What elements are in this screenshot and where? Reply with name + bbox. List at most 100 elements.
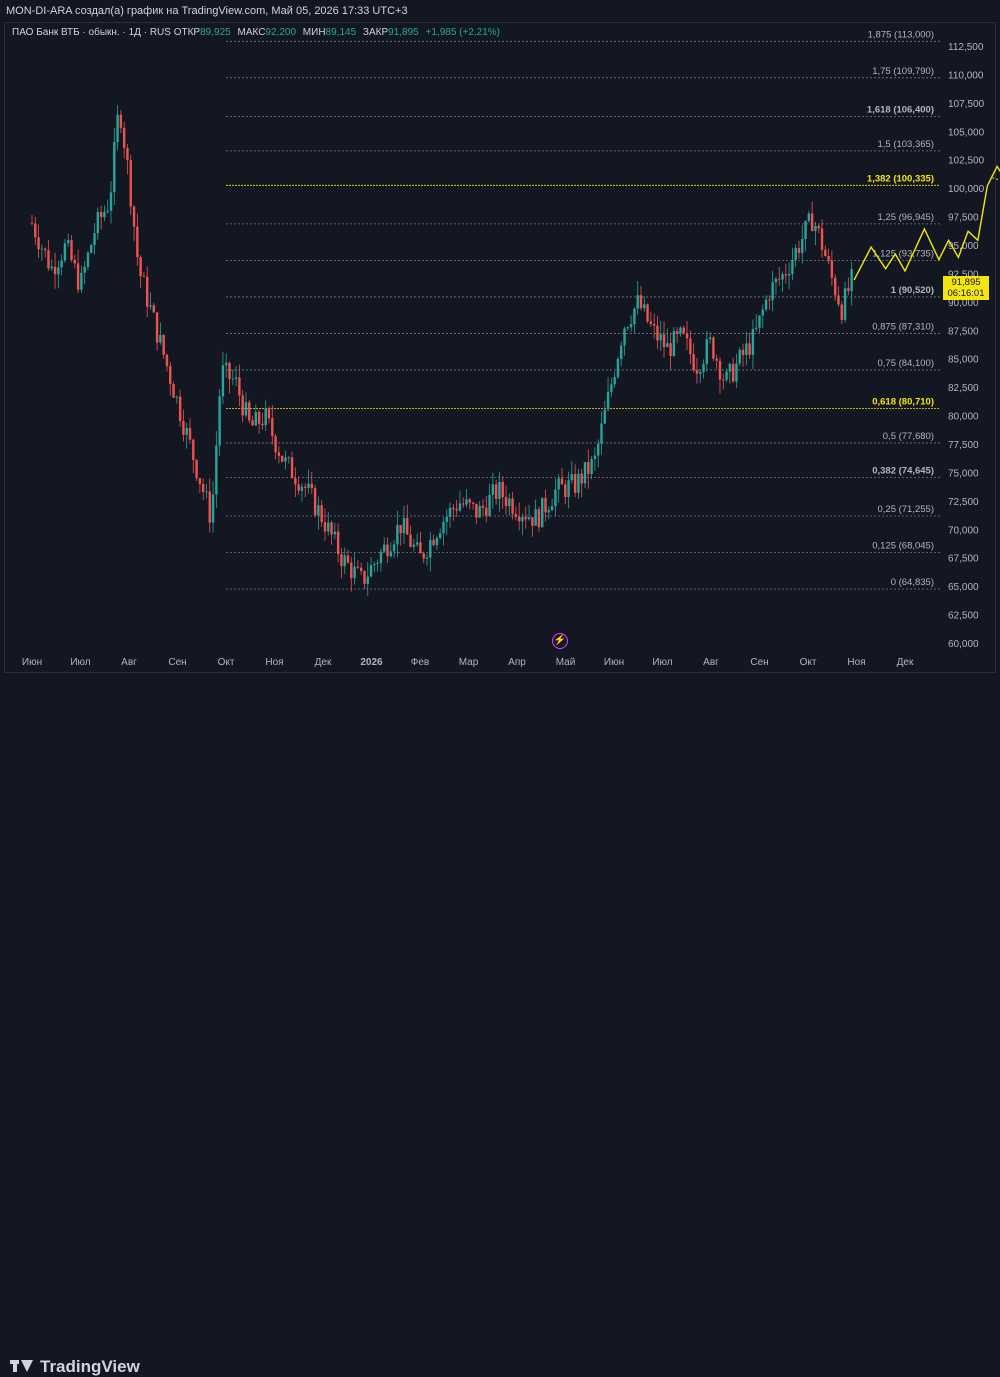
x-tick-label: Авг xyxy=(703,657,719,668)
y-tick-label: 90,000 xyxy=(948,298,979,309)
candle-body xyxy=(47,250,50,269)
bar-countdown: 06:16:01 xyxy=(947,288,985,299)
fib-level-label: 1,25 (96,945) xyxy=(877,212,934,223)
candle-body xyxy=(333,531,337,535)
y-tick-label: 92,500 xyxy=(948,269,979,280)
fib-level-label: 1,75 (109,790) xyxy=(872,66,934,77)
candle-body xyxy=(317,505,320,516)
x-tick-label: Окт xyxy=(800,657,817,668)
x-tick-label: Дек xyxy=(315,657,332,668)
candle-body xyxy=(494,484,498,499)
chart-frame[interactable] xyxy=(4,22,996,673)
candle-body xyxy=(392,544,396,552)
candle-body xyxy=(116,114,119,143)
brand-name: TradingView xyxy=(40,1357,140,1376)
candle-body xyxy=(682,327,685,334)
candle-body xyxy=(725,371,728,380)
candle-body xyxy=(527,517,531,520)
candle-body xyxy=(37,237,40,250)
candle-body xyxy=(129,160,132,207)
y-tick-label: 65,000 xyxy=(948,582,979,593)
candle-body xyxy=(93,233,96,246)
y-tick-label: 62,500 xyxy=(948,611,979,622)
candle-body xyxy=(669,343,672,356)
y-tick-label: 107,500 xyxy=(948,99,985,110)
candle-body xyxy=(248,402,251,421)
candle-body xyxy=(399,525,402,534)
candle-body xyxy=(99,212,103,218)
candle-body xyxy=(833,277,837,296)
candle-body xyxy=(136,226,139,258)
candle-body xyxy=(274,436,277,453)
candle-body xyxy=(363,571,366,584)
candle-body xyxy=(728,363,732,372)
candle-body xyxy=(201,484,205,492)
candle-body xyxy=(396,525,399,545)
x-tick-label: Апр xyxy=(508,657,526,668)
candle-body xyxy=(53,266,57,275)
high-value: 92,200 xyxy=(265,27,297,38)
candle-body xyxy=(656,325,659,341)
candle-body xyxy=(438,533,442,538)
fib-level-label: 0,875 (87,310) xyxy=(872,321,934,332)
candle-body xyxy=(488,494,491,516)
candle-body xyxy=(221,365,225,397)
x-tick-label: 2026 xyxy=(360,657,383,668)
candle-body xyxy=(738,349,741,364)
candle-body xyxy=(83,266,86,273)
x-tick-label: Окт xyxy=(218,657,235,668)
candle-body xyxy=(824,249,827,257)
candle-body xyxy=(639,295,643,309)
candle-body xyxy=(850,269,853,292)
candle-body xyxy=(745,343,748,355)
candle-body xyxy=(508,498,511,507)
candle-body xyxy=(211,494,215,523)
candle-body xyxy=(264,408,267,426)
footer: TradingView xyxy=(0,674,1000,1376)
x-tick-label: Июн xyxy=(604,657,624,668)
candle-body xyxy=(620,345,623,360)
candle-body xyxy=(583,462,587,484)
candle-body xyxy=(122,127,126,149)
candle-body xyxy=(659,334,662,341)
y-tick-label: 80,000 xyxy=(948,412,979,423)
fib-level-label: 0,125 (68,045) xyxy=(872,541,934,552)
candle-body xyxy=(735,363,738,382)
x-tick-label: Ноя xyxy=(265,657,283,668)
candle-body xyxy=(629,324,633,328)
candle-body xyxy=(369,565,373,577)
candle-body xyxy=(432,539,435,546)
flash-icon[interactable]: ⚡ xyxy=(552,633,568,649)
candle-body xyxy=(257,412,261,424)
high-label: МАКС xyxy=(237,27,266,38)
candle-body xyxy=(847,288,850,292)
candle-body xyxy=(692,354,695,371)
candle-body xyxy=(807,213,811,222)
x-tick-label: Июл xyxy=(70,657,90,668)
tradingview-logo[interactable]: TradingView xyxy=(10,1357,140,1377)
candle-body xyxy=(231,378,234,380)
candle-body xyxy=(165,354,169,367)
y-tick-label: 110,000 xyxy=(948,70,984,81)
candle-body xyxy=(550,506,554,511)
x-tick-label: Мар xyxy=(459,657,479,668)
candle-body xyxy=(458,503,462,511)
candle-body xyxy=(643,304,646,309)
candle-body xyxy=(350,562,353,579)
symbol-name: ПАО Банк ВТБ · обыкн. · 1Д · RUS xyxy=(12,27,171,38)
y-tick-label: 95,000 xyxy=(948,241,979,252)
candle-body xyxy=(43,248,47,251)
chart-canvas[interactable]: 112,500 110,000 107,500 105,000 102,500 100,0… xyxy=(0,0,1000,674)
candle-body xyxy=(208,491,211,523)
candle-body xyxy=(228,362,231,380)
candle-body xyxy=(547,510,551,513)
candle-body xyxy=(705,339,709,364)
candle-body xyxy=(386,544,389,557)
candle-body xyxy=(616,359,620,377)
candle-body xyxy=(251,420,254,426)
candle-body xyxy=(810,213,814,232)
candle-body xyxy=(359,567,363,572)
candle-body xyxy=(162,335,165,355)
candle-body xyxy=(521,517,524,522)
candle-body xyxy=(415,542,419,545)
